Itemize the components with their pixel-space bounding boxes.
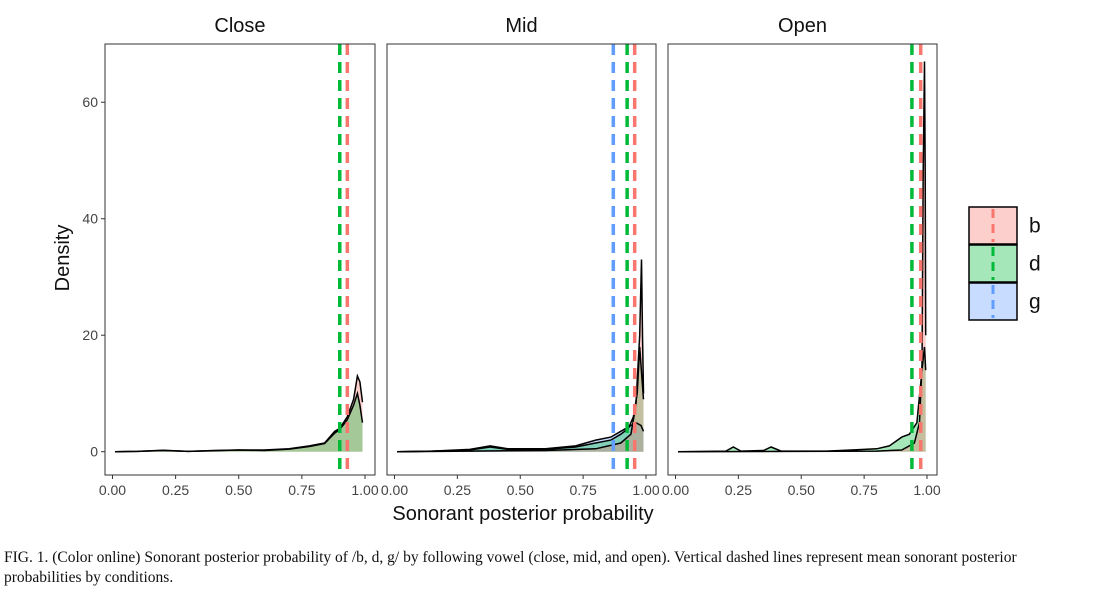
x-tick-label: 0.75 [850, 482, 877, 498]
x-tick-label: 0.25 [162, 482, 189, 498]
density-line-d [396, 346, 645, 453]
density-line-b [396, 259, 645, 453]
x-tick-label: 0.00 [381, 482, 408, 498]
x-tick-label: 0.75 [288, 482, 315, 498]
density-line-d [677, 346, 927, 453]
y-tick-label: 60 [82, 94, 98, 110]
x-tick-label: 0.00 [662, 482, 689, 498]
panel-border [386, 43, 657, 476]
x-tick-label: 0.50 [225, 482, 252, 498]
panel-border [667, 43, 938, 476]
density-area-d [115, 393, 363, 452]
density-area-d [397, 346, 644, 452]
x-tick-label: 0.00 [99, 482, 126, 498]
legend: bdg [968, 206, 1041, 321]
x-tick-label: 0.75 [569, 482, 596, 498]
density-area-b [397, 259, 644, 452]
density-area-b [115, 376, 363, 452]
y-tick-label: 40 [82, 211, 98, 227]
facet-panels: Close 0.00 0.25 0.50 0.75 1.00 0 20 40 60 Mid 0.00 0… [82, 15, 940, 498]
x-axis-title: Sonorant posterior probability [392, 503, 653, 525]
legend-item-d: d [968, 244, 1041, 283]
figure-caption: FIG. 1. (Color online) Sonorant posterio… [4, 549, 1017, 586]
y-tick-label: 0 [90, 444, 98, 460]
legend-label: g [1029, 291, 1041, 314]
density-line-b [677, 61, 927, 453]
legend-label: d [1029, 253, 1041, 276]
density-figure: Close 0.00 0.25 0.50 0.75 1.00 0 20 40 60 Mid 0.00 0… [52, 15, 1041, 525]
panel-border [104, 43, 376, 476]
x-tick-label: 1.00 [351, 482, 378, 498]
x-tick-label: 1.00 [913, 482, 940, 498]
density-line-d [114, 390, 364, 453]
legend-item-g: g [968, 282, 1041, 321]
y-axis-title: Density [52, 225, 74, 292]
density-area-d [678, 346, 926, 452]
x-tick-label: 0.50 [507, 482, 534, 498]
facet-title: Close [214, 15, 265, 37]
legend-item-b: b [968, 206, 1041, 245]
x-tick-label: 1.00 [632, 482, 659, 498]
x-tick-label: 0.50 [788, 482, 815, 498]
legend-label: b [1029, 215, 1041, 238]
density-line-b [114, 373, 364, 453]
x-tick-label: 0.25 [444, 482, 471, 498]
facet-mid: Mid 0.00 0.25 0.50 0.75 1.00 [381, 15, 660, 498]
facet-open: Open 0.00 0.25 0.50 0.75 1.00 [662, 15, 941, 498]
facet-title: Open [778, 15, 827, 37]
density-area-b [678, 61, 926, 452]
facet-title: Mid [505, 15, 537, 37]
y-tick-label: 20 [82, 327, 98, 343]
x-tick-label: 0.25 [725, 482, 752, 498]
facet-close: Close 0.00 0.25 0.50 0.75 1.00 0 20 40 60 [82, 15, 378, 498]
